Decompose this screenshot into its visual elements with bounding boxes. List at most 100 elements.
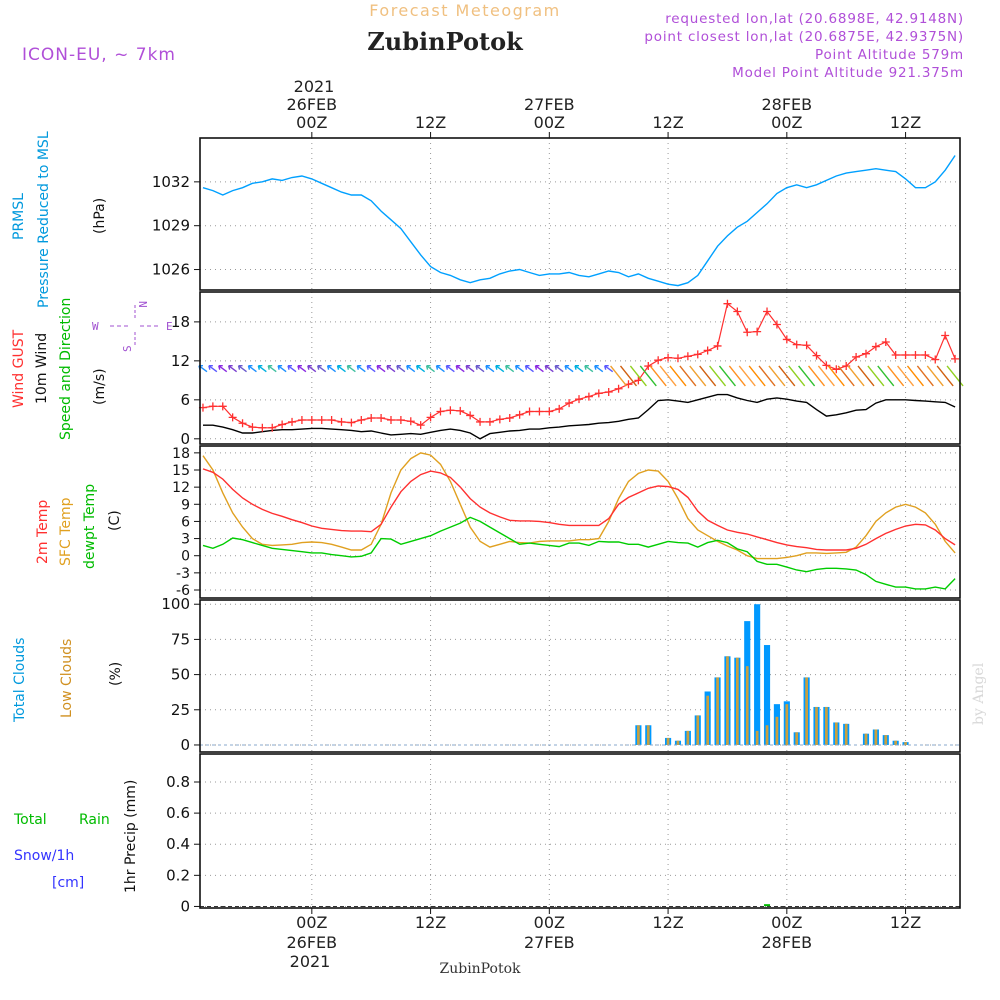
gust-marker [297, 415, 306, 424]
pressure-ytick-label: 1026 [152, 261, 190, 279]
wind-direction-arrow [778, 365, 796, 387]
low-cloud-bar [825, 706, 828, 745]
low-cloud-bar [805, 677, 808, 745]
gust-marker [238, 419, 247, 428]
total-cloud-bar [754, 604, 761, 745]
wind-direction-arrow [689, 365, 707, 387]
bottom-hour-label: 12Z [652, 913, 683, 932]
bottom-year: 2021 [290, 952, 331, 971]
wind-direction-arrow [718, 365, 736, 387]
gust-marker [218, 402, 227, 411]
wind-direction-arrow [356, 364, 366, 373]
bottom-date-label: 28FEB [761, 933, 812, 952]
wind-ytick-label: 12 [171, 352, 190, 370]
gust-marker [861, 349, 870, 358]
clouds-ytick-label: 100 [161, 595, 190, 613]
precip-snow-label: Snow/1h [14, 848, 74, 864]
wind-direction-arrow [857, 365, 875, 387]
precip-yticks: 0.8 0.6 0.4 0.2 0 [166, 773, 200, 915]
wind-direction-arrow [564, 364, 574, 373]
wind-direction-arrow [709, 365, 727, 387]
low-cloud-bar [637, 725, 640, 745]
gust-marker [476, 417, 485, 426]
wind-label-1: Wind GUST [11, 329, 27, 408]
wind-direction-arrow [807, 365, 826, 387]
bottom-hour-label: 00Z [296, 913, 327, 932]
pressure-unit: (hPa) [92, 198, 108, 234]
top-year: 2021 [294, 77, 335, 96]
gust-marker [396, 415, 405, 424]
pressure-ytick-label: 1029 [152, 217, 190, 235]
wind-direction-arrow [445, 364, 455, 373]
temp-ytick-label: -6 [176, 583, 190, 599]
gust-marker [248, 423, 257, 432]
gust-marker [812, 351, 821, 360]
gust-marker [891, 351, 900, 360]
wind-direction-arrow [495, 364, 505, 373]
precip-panel-frame [199, 753, 961, 909]
temp-ytick-label: 9 [181, 497, 190, 513]
low-cloud-bar [646, 725, 650, 745]
temp-panel-frame [199, 445, 961, 599]
wind-ytick-label: 0 [180, 430, 190, 448]
gust-marker [673, 354, 682, 363]
wind-direction-arrow [798, 365, 816, 387]
wind-direction-arrow [406, 364, 416, 373]
low-cloud-bar [874, 729, 878, 745]
low-cloud-bar [745, 666, 749, 745]
wind-direction-arrow [237, 364, 247, 373]
wind-direction-arrow [788, 365, 806, 387]
bottom-date-label: 27FEB [524, 933, 575, 952]
low-cloud-bar [884, 735, 888, 745]
wind-direction-arrow [366, 364, 376, 373]
top-hour-label: 00Z [534, 113, 565, 132]
precip-ytick-label: 0.2 [166, 866, 190, 884]
wind-direction-arrow [257, 364, 267, 373]
gust-marker [525, 407, 534, 416]
wind-direction-arrow [346, 364, 356, 373]
low-cloud-bar [755, 730, 759, 745]
wind-direction-arrow [847, 365, 865, 387]
wind-direction-arrow [669, 365, 687, 387]
gust-marker [327, 415, 336, 424]
low-cloud-bar [904, 742, 907, 745]
gust-marker [406, 417, 415, 426]
low-cloud-bar [666, 737, 670, 745]
precip-ytick-label: 0.6 [166, 804, 190, 822]
gust-marker [881, 338, 890, 347]
product-title: Forecast Meteogram [369, 1, 560, 20]
gust-marker [753, 327, 762, 336]
gust-marker [743, 328, 752, 337]
gust-marker [782, 335, 791, 344]
gust-marker [772, 320, 781, 329]
gust-marker [654, 356, 663, 365]
wind-direction-arrow [544, 364, 554, 373]
precip-ytick-label: 0.4 [166, 835, 190, 853]
clouds-ytick-label: 50 [171, 666, 190, 684]
closest-coords: point closest lon,lat (20.6875E, 42.9375… [644, 29, 964, 45]
wind-direction-arrow [877, 365, 895, 387]
wind-direction-arrow [435, 364, 445, 373]
wind-direction-arrow [336, 364, 346, 373]
station-title: ZubinPotok [367, 27, 524, 56]
temp-ytick-label: 12 [172, 480, 190, 496]
wind-direction-arrow [584, 364, 594, 373]
compass-rose: N S W E [92, 301, 173, 352]
precip-bar [764, 904, 771, 907]
wind-direction-arrow [455, 364, 465, 373]
wind-direction-arrow [897, 365, 915, 387]
temp-label-3: dewpt Temp [82, 484, 98, 569]
gust-marker [446, 406, 455, 415]
clouds-panel-frame [199, 599, 961, 753]
pressure-label-2: Pressure Reduced to MSL [36, 131, 52, 308]
wind-direction-arrow [699, 365, 717, 387]
wind-direction-arrow [376, 364, 386, 373]
wind-direction-arrow [277, 364, 287, 373]
clouds-ytick-label: 25 [171, 701, 190, 719]
wind-direction-arrow [514, 364, 525, 373]
wind-direction-arrow [887, 365, 905, 387]
wind-direction-arrow [475, 364, 485, 373]
